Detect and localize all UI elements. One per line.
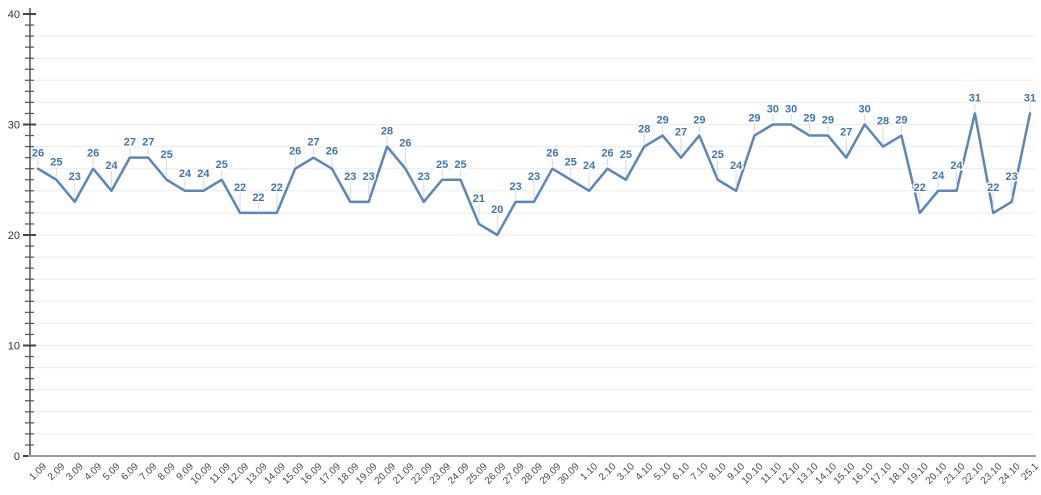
data-point-label: 29 <box>693 115 705 127</box>
data-point-label: 23 <box>69 171 81 183</box>
x-tick-label: 6.10 <box>670 461 692 483</box>
data-point-label: 23 <box>363 171 375 183</box>
data-point-label: 26 <box>546 148 558 160</box>
x-tick-label: 8.09 <box>156 461 178 483</box>
y-tick-label: 20 <box>8 230 20 242</box>
y-tick-label: 10 <box>8 341 20 353</box>
x-tick-label: 5.10 <box>652 461 674 483</box>
x-tick-label: 8.10 <box>707 461 729 483</box>
data-point-label: 28 <box>638 124 650 136</box>
data-point-label: 23 <box>1006 171 1018 183</box>
y-tick-label: 40 <box>8 9 20 21</box>
data-point-label: 25 <box>620 149 632 161</box>
x-tick-label: 24.10 <box>997 461 1023 487</box>
data-point-label: 29 <box>656 115 668 127</box>
data-point-label: 26 <box>32 148 44 160</box>
series-path <box>36 112 1032 237</box>
data-point-label: 24 <box>730 160 743 172</box>
data-point-label: 24 <box>105 160 118 172</box>
data-point-label: 31 <box>969 92 981 104</box>
data-point-label: 22 <box>252 192 264 204</box>
data-point-label: 25 <box>160 149 172 161</box>
data-point-label: 30 <box>859 104 871 116</box>
gridlines <box>31 35 1035 435</box>
data-point-label: 25 <box>712 149 724 161</box>
data-point-label: 24 <box>932 170 945 182</box>
data-point-label: 20 <box>491 204 503 216</box>
data-point-label: 25 <box>50 157 62 169</box>
data-point-label: 23 <box>510 181 522 193</box>
data-point-label: 26 <box>399 138 411 150</box>
x-tick-label: 30.09 <box>556 461 582 487</box>
x-tick-label: 3.10 <box>615 461 637 483</box>
x-tick-label: 4.10 <box>634 461 656 483</box>
data-point-label: 26 <box>87 148 99 160</box>
data-labels: 26 25 23 26 24 27 27 25 24 24 25 22 22 22 26 27 26 23 23 28… <box>30 91 1038 232</box>
data-point-label: 26 <box>289 146 301 158</box>
data-point-label: 27 <box>840 127 852 139</box>
data-point-label: 26 <box>601 148 613 160</box>
x-tick-label: 7.10 <box>689 461 711 483</box>
data-point-label: 30 <box>767 104 779 116</box>
data-point-label: 27 <box>675 127 687 139</box>
data-point-label: 25 <box>565 157 577 169</box>
data-point-label: 24 <box>197 168 210 180</box>
data-point-label: 29 <box>748 113 760 125</box>
x-tick-label: 2.09 <box>46 461 68 483</box>
x-tick-label: 5.09 <box>101 461 123 483</box>
data-point-label: 31 <box>1024 92 1036 104</box>
data-point-label: 23 <box>344 171 356 183</box>
data-point-label: 22 <box>271 182 283 194</box>
data-point-label: 25 <box>216 159 228 171</box>
data-point-label: 23 <box>418 171 430 183</box>
data-point-label: 22 <box>234 182 246 194</box>
x-tick-label: 7.09 <box>138 461 160 483</box>
data-point-label: 23 <box>528 171 540 183</box>
data-point-label: 24 <box>179 168 192 180</box>
x-tick-label: 6.09 <box>119 461 141 483</box>
y-tick-label: 30 <box>8 120 20 132</box>
data-point-label: 22 <box>987 182 999 194</box>
data-point-label: 26 <box>326 146 338 158</box>
data-point-label: 28 <box>381 126 393 138</box>
series-line <box>36 112 1032 237</box>
data-point-label: 28 <box>877 116 889 128</box>
x-tick-label: 2.10 <box>597 461 619 483</box>
data-point-label: 29 <box>822 115 834 127</box>
data-point-label: 24 <box>583 160 596 172</box>
data-point-label: 24 <box>950 160 963 172</box>
x-tick-label: 3.09 <box>64 461 86 483</box>
x-tick-label: 10.09 <box>189 461 215 487</box>
x-tick-label: 10.10 <box>740 461 766 487</box>
x-axis: 1.092.093.094.095.096.097.098.099.0910.0… <box>28 455 1041 487</box>
data-point-label: 29 <box>895 115 907 127</box>
data-point-label: 29 <box>803 113 815 125</box>
x-tick-label: 25.1 <box>1020 461 1041 483</box>
data-point-label: 21 <box>473 193 485 205</box>
data-point-label: 25 <box>436 159 448 171</box>
data-point-label: 27 <box>124 137 136 149</box>
data-point-label: 25 <box>454 159 466 171</box>
x-tick-label: 4.09 <box>83 461 105 483</box>
x-tick-label: 1.09 <box>28 461 50 483</box>
data-point-label: 30 <box>785 104 797 116</box>
data-point-label: 22 <box>914 182 926 194</box>
y-axis: 0 10 20 30 40 <box>8 8 36 463</box>
data-point-label: 27 <box>307 137 319 149</box>
y-tick-label: 0 <box>14 451 20 463</box>
x-tick-label: 1.10 <box>579 461 601 483</box>
data-point-label: 27 <box>142 137 154 149</box>
